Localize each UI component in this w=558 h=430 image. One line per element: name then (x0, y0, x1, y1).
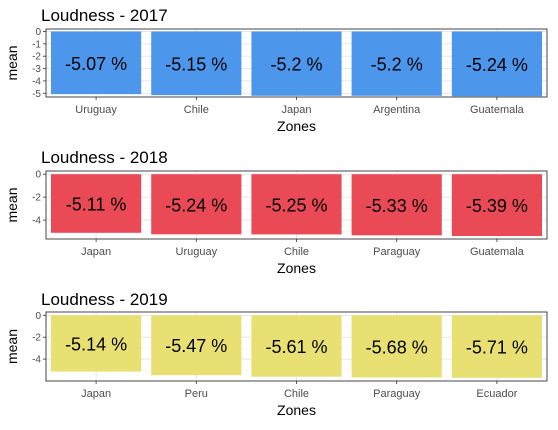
y-tick-label: -4 (32, 355, 41, 366)
x-tick-label: Guatemala (470, 104, 525, 116)
data-label: -5.61 % (265, 337, 327, 357)
x-tick-label: Uruguay (176, 246, 218, 258)
bar-guatemala (451, 174, 542, 237)
chart-title: Loudness - 2017 (41, 6, 168, 25)
y-tick-label: -4 (32, 76, 41, 87)
data-label: -5.14 % (65, 334, 127, 354)
bar-argentina (351, 31, 442, 96)
y-tick-label: 0 (35, 27, 41, 38)
x-axis-label: Zones (277, 118, 316, 134)
data-label: -5.2 % (270, 55, 322, 75)
x-tick-label: Japan (81, 246, 111, 258)
y-axis-label: mean (4, 329, 20, 364)
y-axis-label: mean (4, 187, 20, 222)
bar-japan (251, 31, 342, 96)
bar-japan (51, 315, 142, 372)
bar-ecuador (451, 315, 542, 378)
x-axis-label: Zones (277, 402, 316, 418)
y-axis-label: mean (4, 45, 20, 80)
bar-paraguay (351, 315, 442, 378)
y-tick-label: -2 (32, 193, 41, 204)
data-label: -5.68 % (366, 337, 428, 357)
data-label: -5.11 % (66, 195, 127, 215)
x-tick-label: Chile (184, 104, 209, 116)
y-tick-label: -5 (32, 89, 41, 100)
x-tick-label: Paraguay (373, 246, 421, 258)
data-label: -5.39 % (466, 196, 528, 216)
data-label: -5.25 % (265, 195, 327, 215)
y-tick-label: -2 (32, 333, 41, 344)
y-tick-label: -2 (32, 52, 41, 63)
y-tick-label: 0 (35, 170, 41, 181)
x-tick-label: Chile (284, 388, 309, 400)
bar-guatemala (451, 31, 542, 97)
x-tick-label: Guatemala (470, 246, 525, 258)
data-label: -5.71 % (466, 338, 528, 358)
x-tick-label: Japan (81, 388, 111, 400)
data-label: -5.24 % (165, 195, 227, 215)
bar-chile (151, 31, 242, 96)
y-tick-label: 0 (35, 311, 41, 322)
x-tick-label: Argentina (373, 104, 421, 116)
x-tick-label: Peru (185, 388, 208, 400)
chart-title: Loudness - 2018 (41, 148, 168, 167)
bar-chile (251, 315, 342, 377)
bar-chile (251, 174, 342, 235)
y-tick-label: -1 (32, 39, 41, 50)
x-tick-label: Paraguay (373, 388, 421, 400)
bar-uruguay (151, 174, 242, 235)
data-label: -5.47 % (165, 336, 227, 356)
data-label: -5.15 % (165, 54, 227, 74)
y-tick-label: -4 (32, 216, 41, 227)
x-tick-label: Chile (284, 246, 309, 258)
y-tick-label: -3 (32, 64, 41, 75)
x-tick-label: Japan (282, 104, 312, 116)
x-axis-label: Zones (277, 260, 316, 276)
data-label: -5.2 % (371, 55, 423, 75)
bar-uruguay (51, 31, 142, 95)
bar-peru (151, 315, 242, 376)
data-label: -5.24 % (466, 55, 528, 75)
chart-title: Loudness - 2019 (41, 290, 168, 309)
bar-japan (51, 174, 142, 233)
data-label: -5.07 % (65, 54, 127, 74)
x-tick-label: Uruguay (75, 104, 117, 116)
x-tick-label: Ecuador (476, 388, 517, 400)
bar-paraguay (351, 174, 442, 236)
data-label: -5.33 % (366, 196, 428, 216)
